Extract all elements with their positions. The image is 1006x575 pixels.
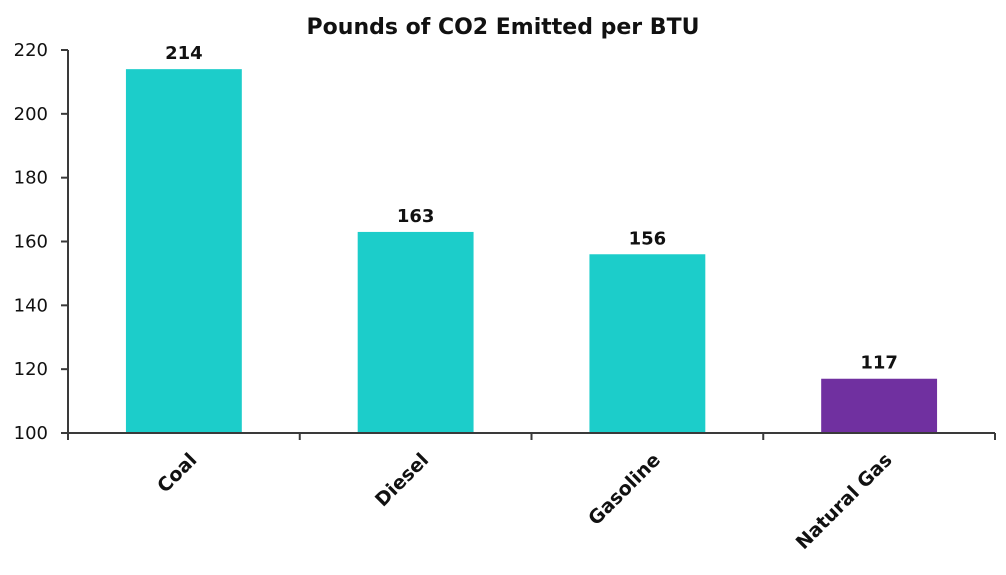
- bar: [821, 378, 938, 433]
- data-label: 214: [165, 43, 203, 64]
- bar: [589, 254, 706, 433]
- data-label: 163: [397, 206, 435, 227]
- y-tick-label: 120: [14, 359, 48, 380]
- y-tick-label: 220: [14, 40, 48, 61]
- bar: [357, 231, 474, 433]
- x-category-label: Natural Gas: [792, 449, 897, 554]
- data-label: 156: [629, 228, 667, 249]
- x-category-label: Diesel: [371, 449, 433, 511]
- bar: [125, 69, 242, 434]
- chart-title: Pounds of CO2 Emitted per BTU: [307, 15, 700, 40]
- x-category-label: Gasoline: [584, 449, 665, 530]
- x-category-label: Coal: [153, 449, 201, 497]
- y-tick-label: 140: [14, 295, 48, 316]
- bar-series: 214 163 156 117: [125, 43, 938, 434]
- y-tick-label: 100: [14, 423, 48, 444]
- y-tick-label: 180: [14, 168, 48, 189]
- y-axis: 100 120 140 160 180 200 220: [14, 40, 69, 444]
- y-tick-label: 200: [14, 104, 48, 125]
- data-label: 117: [860, 353, 898, 374]
- x-axis: Coal Diesel Gasoline Natural Gas: [61, 432, 996, 554]
- y-tick-label: 160: [14, 232, 48, 253]
